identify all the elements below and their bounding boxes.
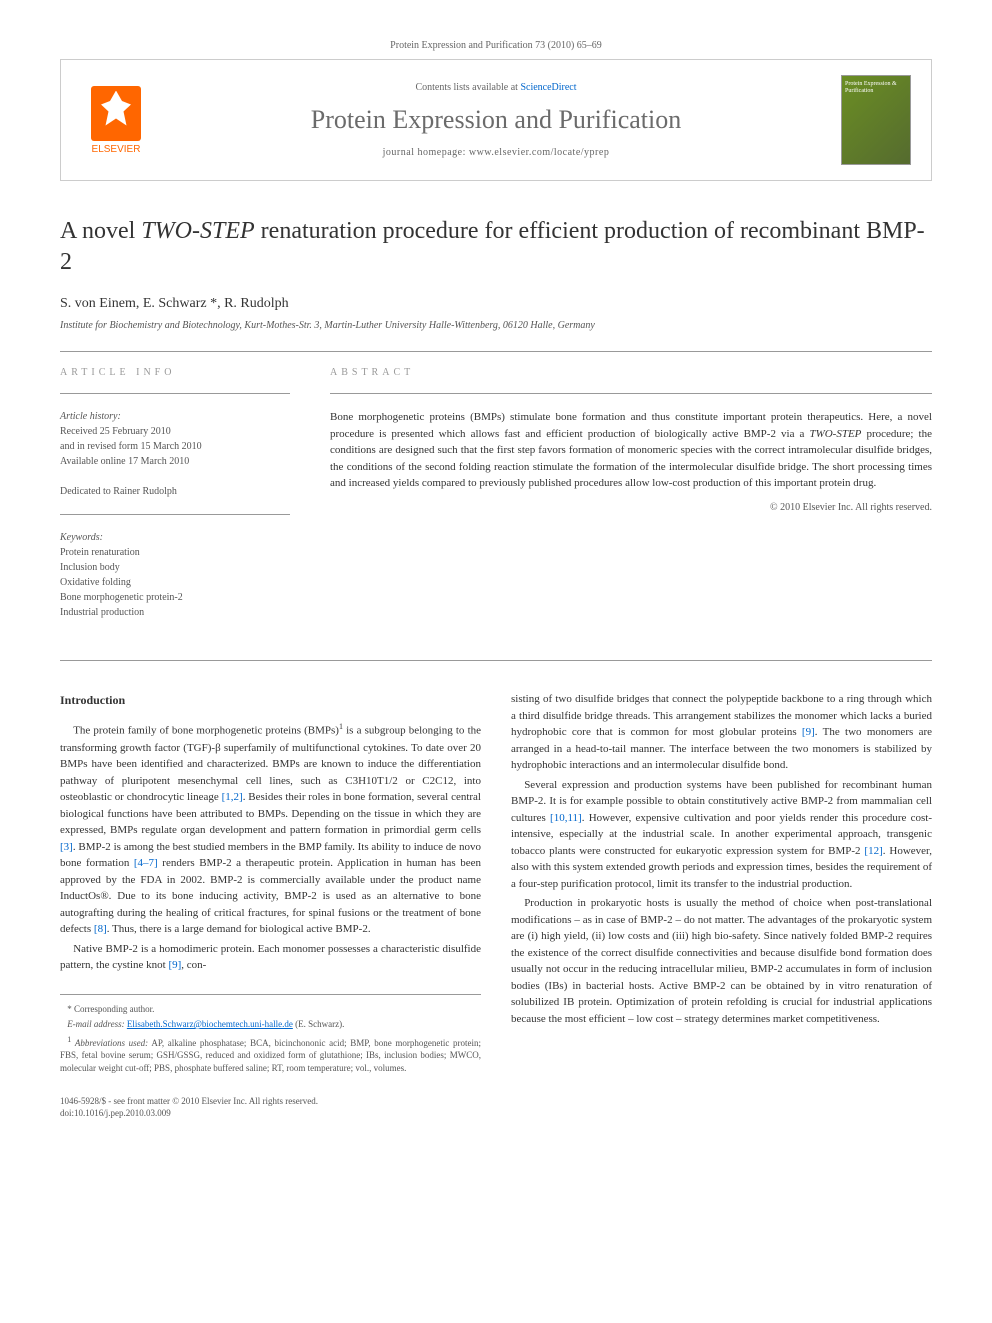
dedication: Dedicated to Rainer Rudolph xyxy=(60,484,290,499)
p2-a: Native BMP-2 is a homodimeric protein. E… xyxy=(60,943,481,972)
email-label: E-mail address: xyxy=(67,1019,127,1029)
ref-12[interactable]: [12] xyxy=(864,845,882,857)
keyword-1: Protein renaturation xyxy=(60,545,290,560)
p1-a: The protein family of bone morphogenetic… xyxy=(73,725,339,737)
elsevier-logo[interactable]: ELSEVIER xyxy=(81,80,151,160)
elsevier-text: ELSEVIER xyxy=(92,144,141,155)
ref-9[interactable]: [9] xyxy=(168,959,181,971)
keyword-3: Oxidative folding xyxy=(60,575,290,590)
keywords-label: Keywords: xyxy=(60,530,290,545)
footnotes: * Corresponding author. E-mail address: … xyxy=(60,994,481,1075)
divider-bottom xyxy=(60,660,932,661)
abstract-em: TWO-STEP xyxy=(809,428,861,440)
ref-10-11[interactable]: [10,11] xyxy=(550,812,582,824)
abstract-copyright: © 2010 Elsevier Inc. All rights reserved… xyxy=(330,502,932,513)
authors: S. von Einem, E. Schwarz *, R. Rudolph xyxy=(60,296,932,312)
article-info: ARTICLE INFO Article history: Received 2… xyxy=(60,367,290,635)
footer-doi[interactable]: doi:10.1016/j.pep.2010.03.009 xyxy=(60,1107,481,1120)
banner-center: Contents lists available at ScienceDirec… xyxy=(151,82,841,158)
email-note: E-mail address: Elisabeth.Schwarz@bioche… xyxy=(60,1018,481,1031)
email-link[interactable]: Elisabeth.Schwarz@biochemtech.uni-halle.… xyxy=(127,1019,293,1029)
ref-8[interactable]: [8] xyxy=(94,923,107,935)
history-label: Article history: xyxy=(60,409,290,424)
journal-cover-thumb[interactable]: Protein Expression & Purification xyxy=(841,75,911,165)
abstract-text: Bone morphogenetic proteins (BMPs) stimu… xyxy=(330,409,932,492)
keywords-block: Keywords: Protein renaturation Inclusion… xyxy=(60,530,290,620)
ref-4-7[interactable]: [4–7] xyxy=(134,857,158,869)
abstract-divider xyxy=(330,393,932,394)
p2-b: , con xyxy=(181,959,202,971)
intro-para-2: Native BMP-2 is a homodimeric protein. E… xyxy=(60,941,481,974)
abbrev-label: Abbreviations used: xyxy=(75,1038,148,1048)
keyword-4: Bone morphogenetic protein-2 xyxy=(60,590,290,605)
introduction-heading: Introduction xyxy=(60,691,481,709)
body-column-right: sisting of two disulfide bridges that co… xyxy=(511,691,932,1119)
abbreviations-note: 1 Abbreviations used: AP, alkaline phosp… xyxy=(60,1034,481,1075)
affiliation: Institute for Biochemistry and Biotechno… xyxy=(60,320,932,331)
cover-text: Protein Expression & Purification xyxy=(845,81,910,95)
p1-f: . Thus, there is a large demand for biol… xyxy=(107,923,371,935)
info-divider-1 xyxy=(60,393,290,394)
footer-line-1: 1046-5928/$ - see front matter © 2010 El… xyxy=(60,1095,481,1108)
journal-homepage[interactable]: journal homepage: www.elsevier.com/locat… xyxy=(151,147,841,158)
info-divider-2 xyxy=(60,514,290,515)
sciencedirect-link[interactable]: ScienceDirect xyxy=(520,82,576,93)
footer-meta: 1046-5928/$ - see front matter © 2010 El… xyxy=(60,1095,481,1120)
journal-name: Protein Expression and Purification xyxy=(151,105,841,135)
history-revised: and in revised form 15 March 2010 xyxy=(60,439,290,454)
keyword-2: Inclusion body xyxy=(60,560,290,575)
history-online: Available online 17 March 2010 xyxy=(60,454,290,469)
intro-para-1: The protein family of bone morphogenetic… xyxy=(60,721,481,937)
corresponding-note: * Corresponding author. xyxy=(60,1003,481,1016)
history-received: Received 25 February 2010 xyxy=(60,424,290,439)
elsevier-tree-icon xyxy=(91,86,141,141)
contents-prefix: Contents lists available at xyxy=(415,82,520,93)
abstract-column: ABSTRACT Bone morphogenetic proteins (BM… xyxy=(330,367,932,635)
abstract-heading: ABSTRACT xyxy=(330,367,932,378)
ref-9b[interactable]: [9] xyxy=(802,726,815,738)
journal-banner: ELSEVIER Contents lists available at Sci… xyxy=(60,59,932,181)
ref-3[interactable]: [3] xyxy=(60,841,73,853)
divider-top xyxy=(60,351,932,352)
header-citation: Protein Expression and Purification 73 (… xyxy=(60,40,932,51)
info-heading: ARTICLE INFO xyxy=(60,367,290,378)
intro-para-3: sisting of two disulfide bridges that co… xyxy=(511,691,932,774)
intro-para-4: Several expression and production system… xyxy=(511,777,932,893)
email-author: (E. Schwarz). xyxy=(293,1019,344,1029)
article-history: Article history: Received 25 February 20… xyxy=(60,409,290,469)
title-emphasis: TWO-STEP xyxy=(141,218,254,244)
intro-para-5: Production in prokaryotic hosts is usual… xyxy=(511,895,932,1027)
title-pre: A novel xyxy=(60,218,141,244)
keyword-5: Industrial production xyxy=(60,605,290,620)
footnote-1-marker: 1 xyxy=(67,1035,71,1044)
body-column-left: Introduction The protein family of bone … xyxy=(60,691,481,1119)
ref-1-2[interactable]: [1,2] xyxy=(222,791,243,803)
contents-list: Contents lists available at ScienceDirec… xyxy=(151,82,841,93)
article-title: A novel TWO-STEP renaturation procedure … xyxy=(60,216,932,278)
